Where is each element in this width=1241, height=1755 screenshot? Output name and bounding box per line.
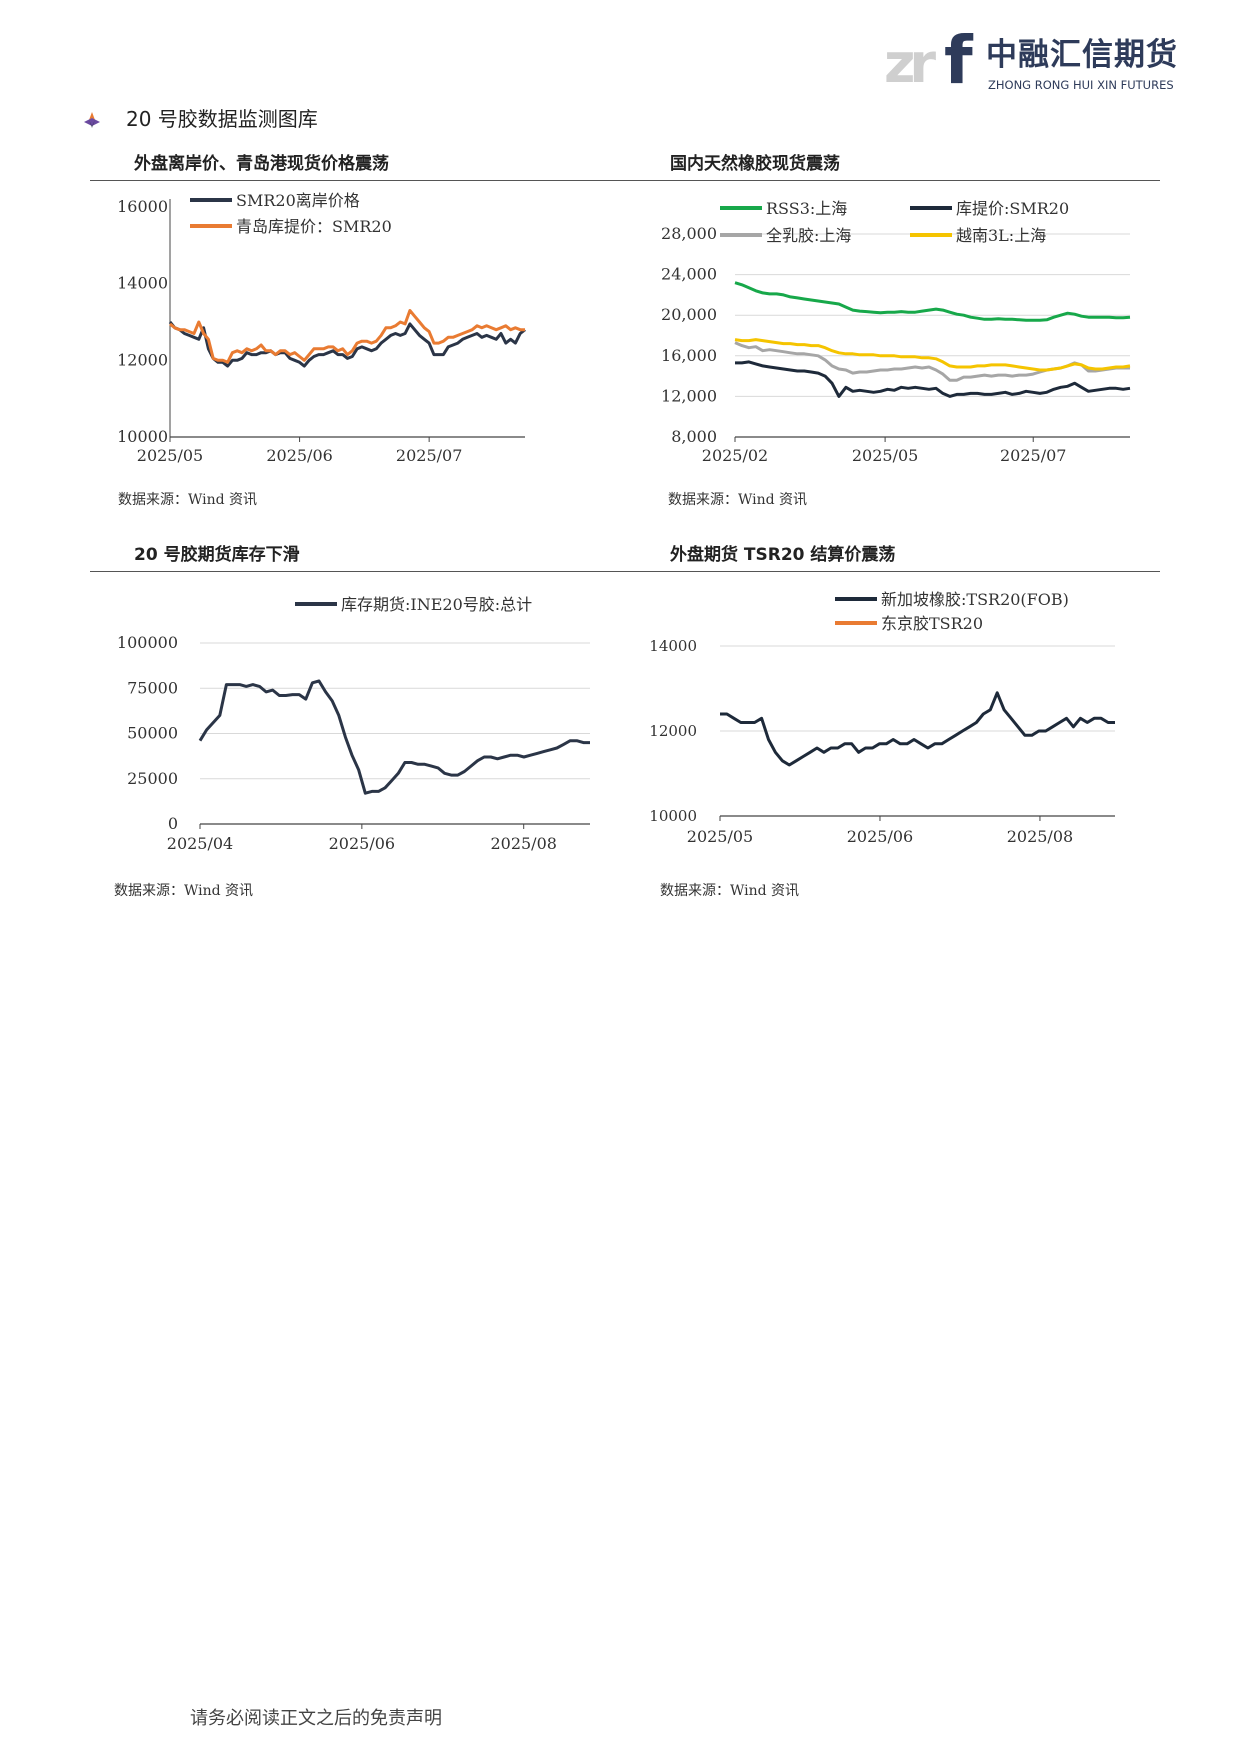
panel-rule — [625, 571, 1160, 572]
y-tick-label: 16,000 — [661, 346, 717, 365]
company-logo: zr f 中融汇信期货 ZHONG RONG HUI XIN FUTURES — [884, 22, 1177, 99]
y-tick-label: 12000 — [649, 722, 697, 740]
x-tick-label: 2025/07 — [1000, 446, 1066, 465]
chart-futures-inventory: 0 25000 50000 75000 100000 2025/04 2025/06 2025… — [117, 595, 590, 853]
y-tick-label: 20,000 — [661, 305, 717, 324]
legend-label: 库存期货:INE20号胶:总计 — [341, 595, 532, 614]
legend-label: 青岛库提价：SMR20 — [236, 217, 392, 236]
panel-title: 外盘离岸价、青岛港现货价格震荡 — [134, 154, 389, 174]
chart-domestic-spot-price: 8,000 12,000 16,000 20,000 24,000 28,000 2025/… — [661, 199, 1131, 465]
y-tick-label: 8,000 — [671, 427, 717, 446]
logo-mark-zr: zr — [884, 32, 936, 95]
y-tick-label: 14000 — [117, 274, 168, 293]
y-tick-label: 10000 — [117, 427, 168, 446]
disclaimer-footer: 请务必阅读正文之后的免责声明 — [190, 1708, 442, 1729]
series-line — [168, 321, 526, 368]
chart-offshore-qingdao-price: 10000 12000 14000 16000 2025/05 2025/06 2025/0… — [117, 191, 526, 465]
y-tick-label: 12000 — [117, 350, 168, 369]
series-line — [734, 341, 1130, 382]
panel-title: 国内天然橡胶现货震荡 — [670, 154, 840, 174]
y-tick-label: 14000 — [649, 637, 697, 655]
y-tick-label: 24,000 — [661, 265, 717, 284]
section-bullet-icon — [84, 112, 100, 128]
x-tick-label: 2025/06 — [847, 827, 913, 846]
y-tick-label: 75000 — [127, 678, 178, 697]
x-tick-label: 2025/05 — [137, 446, 203, 465]
series-line — [720, 691, 1115, 767]
panel-rule — [90, 571, 625, 572]
series-line — [734, 281, 1131, 322]
panel-rule — [625, 180, 1160, 181]
x-tick-label: 2025/08 — [490, 834, 556, 853]
logo-name-en: ZHONG RONG HUI XIN FUTURES — [988, 78, 1174, 92]
legend-label: 库提价:SMR20 — [956, 199, 1069, 218]
x-tick-label: 2025/08 — [1007, 827, 1073, 846]
y-tick-label: 10000 — [649, 807, 697, 825]
y-tick-label: 50000 — [127, 724, 178, 743]
panel-rule — [90, 180, 625, 181]
series-line — [169, 309, 525, 364]
legend-label: 越南3L:上海 — [956, 226, 1046, 245]
legend-label: 东京胶TSR20 — [881, 614, 983, 633]
x-tick-label: 2025/05 — [687, 827, 753, 846]
source-note: 数据来源：Wind 资讯 — [114, 883, 254, 899]
series-line — [198, 679, 590, 795]
x-tick-label: 2025/05 — [852, 446, 918, 465]
series-line — [735, 360, 1131, 398]
panel-title: 外盘期货 TSR20 结算价震荡 — [670, 545, 896, 565]
x-tick-label: 2025/07 — [396, 446, 462, 465]
source-note: 数据来源：Wind 资讯 — [660, 883, 800, 899]
logo-mark-f: f — [944, 22, 973, 99]
x-tick-label: 2025/02 — [702, 446, 768, 465]
source-note: 数据来源：Wind 资讯 — [668, 492, 808, 508]
chart-tsr20-settlement: 10000 12000 14000 2025/05 2025/06 2025/08 新加坡橡… — [649, 590, 1115, 846]
y-tick-label: 100000 — [117, 633, 178, 652]
y-tick-label: 16000 — [117, 197, 168, 216]
x-tick-label: 2025/04 — [167, 834, 233, 853]
series-line — [734, 338, 1131, 372]
x-tick-label: 2025/06 — [266, 446, 332, 465]
y-tick-label: 28,000 — [661, 224, 717, 243]
legend-label: SMR20离岸价格 — [236, 191, 360, 210]
logo-name-cn: 中融汇信期货 — [986, 37, 1178, 73]
y-tick-label: 0 — [168, 814, 178, 833]
legend-label: 新加坡橡胶:TSR20(FOB) — [881, 590, 1069, 609]
x-tick-label: 2025/06 — [329, 834, 395, 853]
panel-title: 20 号胶期货库存下滑 — [134, 545, 300, 565]
section-title: 20 号胶数据监测图库 — [126, 107, 318, 131]
y-tick-label: 12,000 — [661, 386, 717, 405]
y-tick-label: 25000 — [127, 769, 178, 788]
legend-label: 全乳胶:上海 — [766, 226, 851, 245]
legend-label: RSS3:上海 — [766, 199, 847, 218]
source-note: 数据来源：Wind 资讯 — [118, 492, 258, 508]
